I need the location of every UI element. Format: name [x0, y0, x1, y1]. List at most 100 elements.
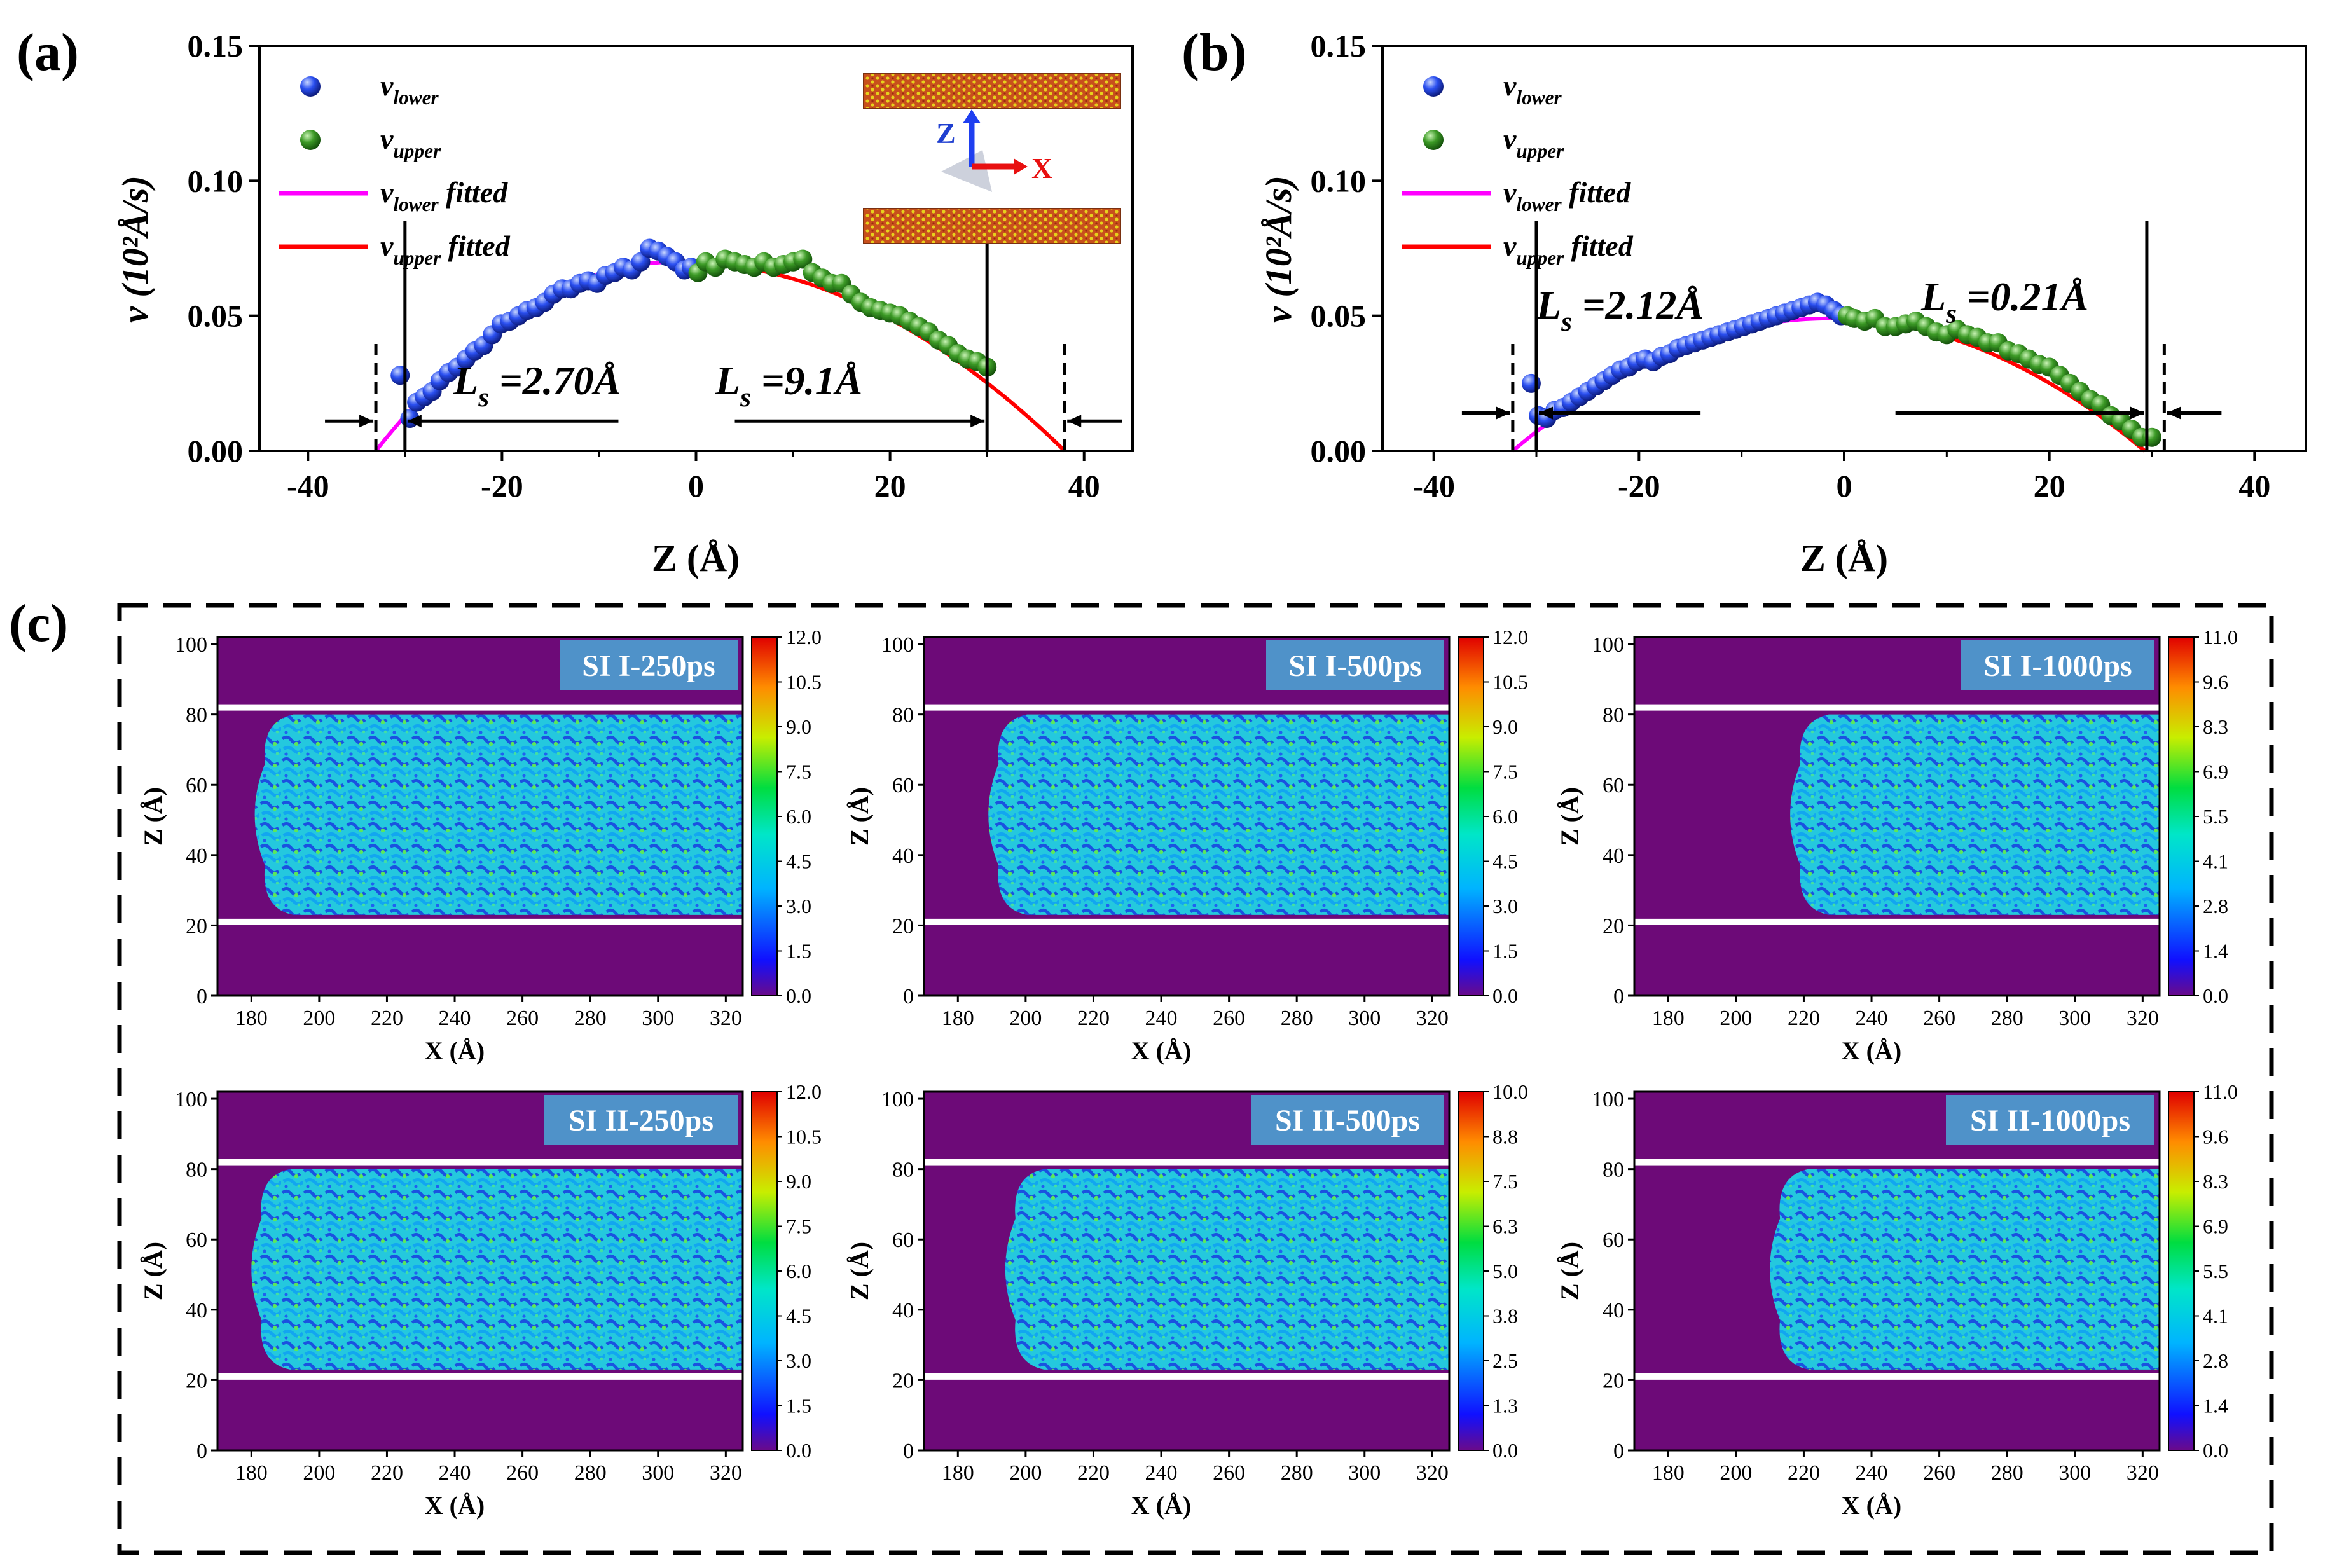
colorbar-tick-label: 3.0 — [786, 1349, 811, 1372]
x-tick-label: 220 — [1077, 1007, 1110, 1030]
colorbar-tick-label: 1.5 — [1493, 940, 1518, 963]
x-axis-label: X (Å) — [1131, 1491, 1191, 1520]
slip-arrow-right-out-head — [2167, 406, 2181, 420]
colorbar-tick-label: 0.0 — [1493, 984, 1518, 1007]
colorbar — [1458, 1091, 1484, 1451]
x-axis-label: X (Å) — [1842, 1491, 1901, 1520]
colorbar-tick-label: 12.0 — [786, 626, 822, 649]
x-tick-label: -40 — [1412, 468, 1455, 504]
y-axis-label: Z (Å) — [139, 1242, 167, 1300]
panel-title: SI II-250ps — [569, 1104, 714, 1138]
panel-title-box — [1251, 1095, 1444, 1145]
panel-title-box — [1946, 1095, 2154, 1145]
x-tick-label: 280 — [1991, 1007, 2023, 1030]
y-tick-label: 0.00 — [1311, 433, 1367, 469]
lower-point — [390, 366, 410, 385]
legend-label-sub: lower — [1516, 193, 1562, 216]
y-tick-label: 20 — [1603, 914, 1624, 938]
x-tick-label: 300 — [1348, 1461, 1381, 1485]
x-tick-label: 220 — [371, 1461, 403, 1485]
x-tick-label: 20 — [874, 468, 906, 504]
wall-line — [924, 1373, 1449, 1380]
wall-line — [217, 1373, 743, 1380]
legend-label-sub: upper — [393, 140, 441, 162]
x-tick-label: 300 — [2058, 1007, 2091, 1030]
x-tick-label: 320 — [1416, 1007, 1449, 1030]
legend-label-main: v — [380, 69, 394, 102]
colorbar-tick-label: 11.0 — [2203, 626, 2238, 649]
y-tick-label: 20 — [892, 914, 914, 938]
colorbar-tick-label: 4.1 — [2203, 850, 2228, 873]
x-tick-label: 220 — [371, 1007, 403, 1030]
colorbar — [2168, 1091, 2195, 1451]
x-axis-label: X (Å) — [1842, 1036, 1901, 1065]
legend-marker — [300, 130, 321, 150]
legend-label-rest: fitted — [439, 176, 509, 209]
colorbar-tick-label: 5.5 — [2203, 805, 2228, 828]
y-tick-label: 60 — [892, 1228, 914, 1252]
length-arrow-left-head — [1539, 406, 1553, 420]
y-tick-label: 100 — [1592, 1088, 1624, 1111]
slip-arrow-left-out-head — [359, 415, 374, 428]
y-tick-label: 60 — [892, 774, 914, 797]
x-tick-label: 280 — [1281, 1007, 1313, 1030]
legend-marker — [300, 76, 321, 97]
heatmap-group-border — [117, 603, 2274, 1555]
x-tick-label: 200 — [1009, 1461, 1042, 1485]
fluid-region — [1790, 714, 2160, 915]
colorbar-tick-label: 3.0 — [786, 895, 811, 918]
legend-label: vlower fitted — [1503, 176, 1631, 216]
legend-label-sub: upper — [1516, 140, 1564, 162]
panel-title-box — [560, 640, 738, 690]
y-tick-label: 40 — [1603, 1299, 1624, 1323]
fit-curve — [1511, 316, 1845, 453]
colorbar-tick-label: 10.5 — [786, 1125, 822, 1148]
x-tick-label: 220 — [1788, 1461, 1820, 1485]
slip-length-label-rest: =2.12Å — [1572, 282, 1704, 327]
fluid-region — [254, 714, 743, 915]
x-tick-label: 320 — [2127, 1007, 2159, 1030]
panel-title-box — [544, 1095, 738, 1145]
x-tick-label: 320 — [710, 1461, 742, 1485]
wall-line — [217, 1159, 743, 1166]
y-tick-label: 80 — [892, 704, 914, 727]
x-tick-label: -20 — [1618, 468, 1660, 504]
colorbar-tick-label: 11.0 — [2203, 1080, 2238, 1103]
y-tick-label: 0 — [903, 1440, 914, 1463]
x-tick-label: 280 — [574, 1007, 607, 1030]
colorbar-tick-label: 8.3 — [2203, 715, 2228, 738]
y-tick-label: 0.15 — [1311, 28, 1367, 64]
colorbar-tick-label: 0.0 — [2203, 1439, 2228, 1462]
y-tick-label: 40 — [892, 1299, 914, 1323]
colorbar-tick-label: 8.8 — [1493, 1125, 1518, 1148]
x-tick-label: 40 — [1068, 468, 1100, 504]
y-tick-label: 0.10 — [188, 163, 244, 198]
panel-title-box — [1266, 640, 1444, 690]
x-tick-label: 300 — [642, 1461, 674, 1485]
legend-label-sub: upper — [393, 247, 441, 269]
legend-label-main: v — [380, 123, 394, 155]
upper-point — [793, 249, 813, 269]
panel-title-box — [1961, 640, 2154, 690]
slip-arrow-left-out-head — [1496, 406, 1510, 420]
x-tick-label: 40 — [2238, 468, 2270, 504]
x-tick-label: -40 — [287, 468, 329, 504]
y-tick-label: 0.15 — [188, 28, 244, 64]
colorbar-tick-label: 5.0 — [1493, 1260, 1518, 1283]
inset-structure: Z X — [863, 73, 1121, 244]
heatmap-frame — [1633, 636, 2161, 997]
colorbar-tick-label: 9.0 — [786, 715, 811, 738]
colorbar-tick-label: 6.3 — [1493, 1215, 1518, 1238]
colorbar-tick-label: 6.9 — [2203, 760, 2228, 783]
y-axis-label: Z (Å) — [139, 787, 167, 846]
heatmap-frame — [923, 1090, 1451, 1452]
wall-line — [217, 918, 743, 925]
y-axis-label: Z (Å) — [845, 1242, 874, 1300]
colorbar — [1458, 636, 1484, 996]
plot-frame-b — [1381, 45, 2307, 452]
legend-label-sub: lower — [393, 193, 439, 216]
x-tick-label: 240 — [439, 1461, 471, 1485]
heatmap-panel: SI I-250ps 180 200 220 240 260 280 300 320 0 20 40 6… — [139, 626, 822, 1065]
